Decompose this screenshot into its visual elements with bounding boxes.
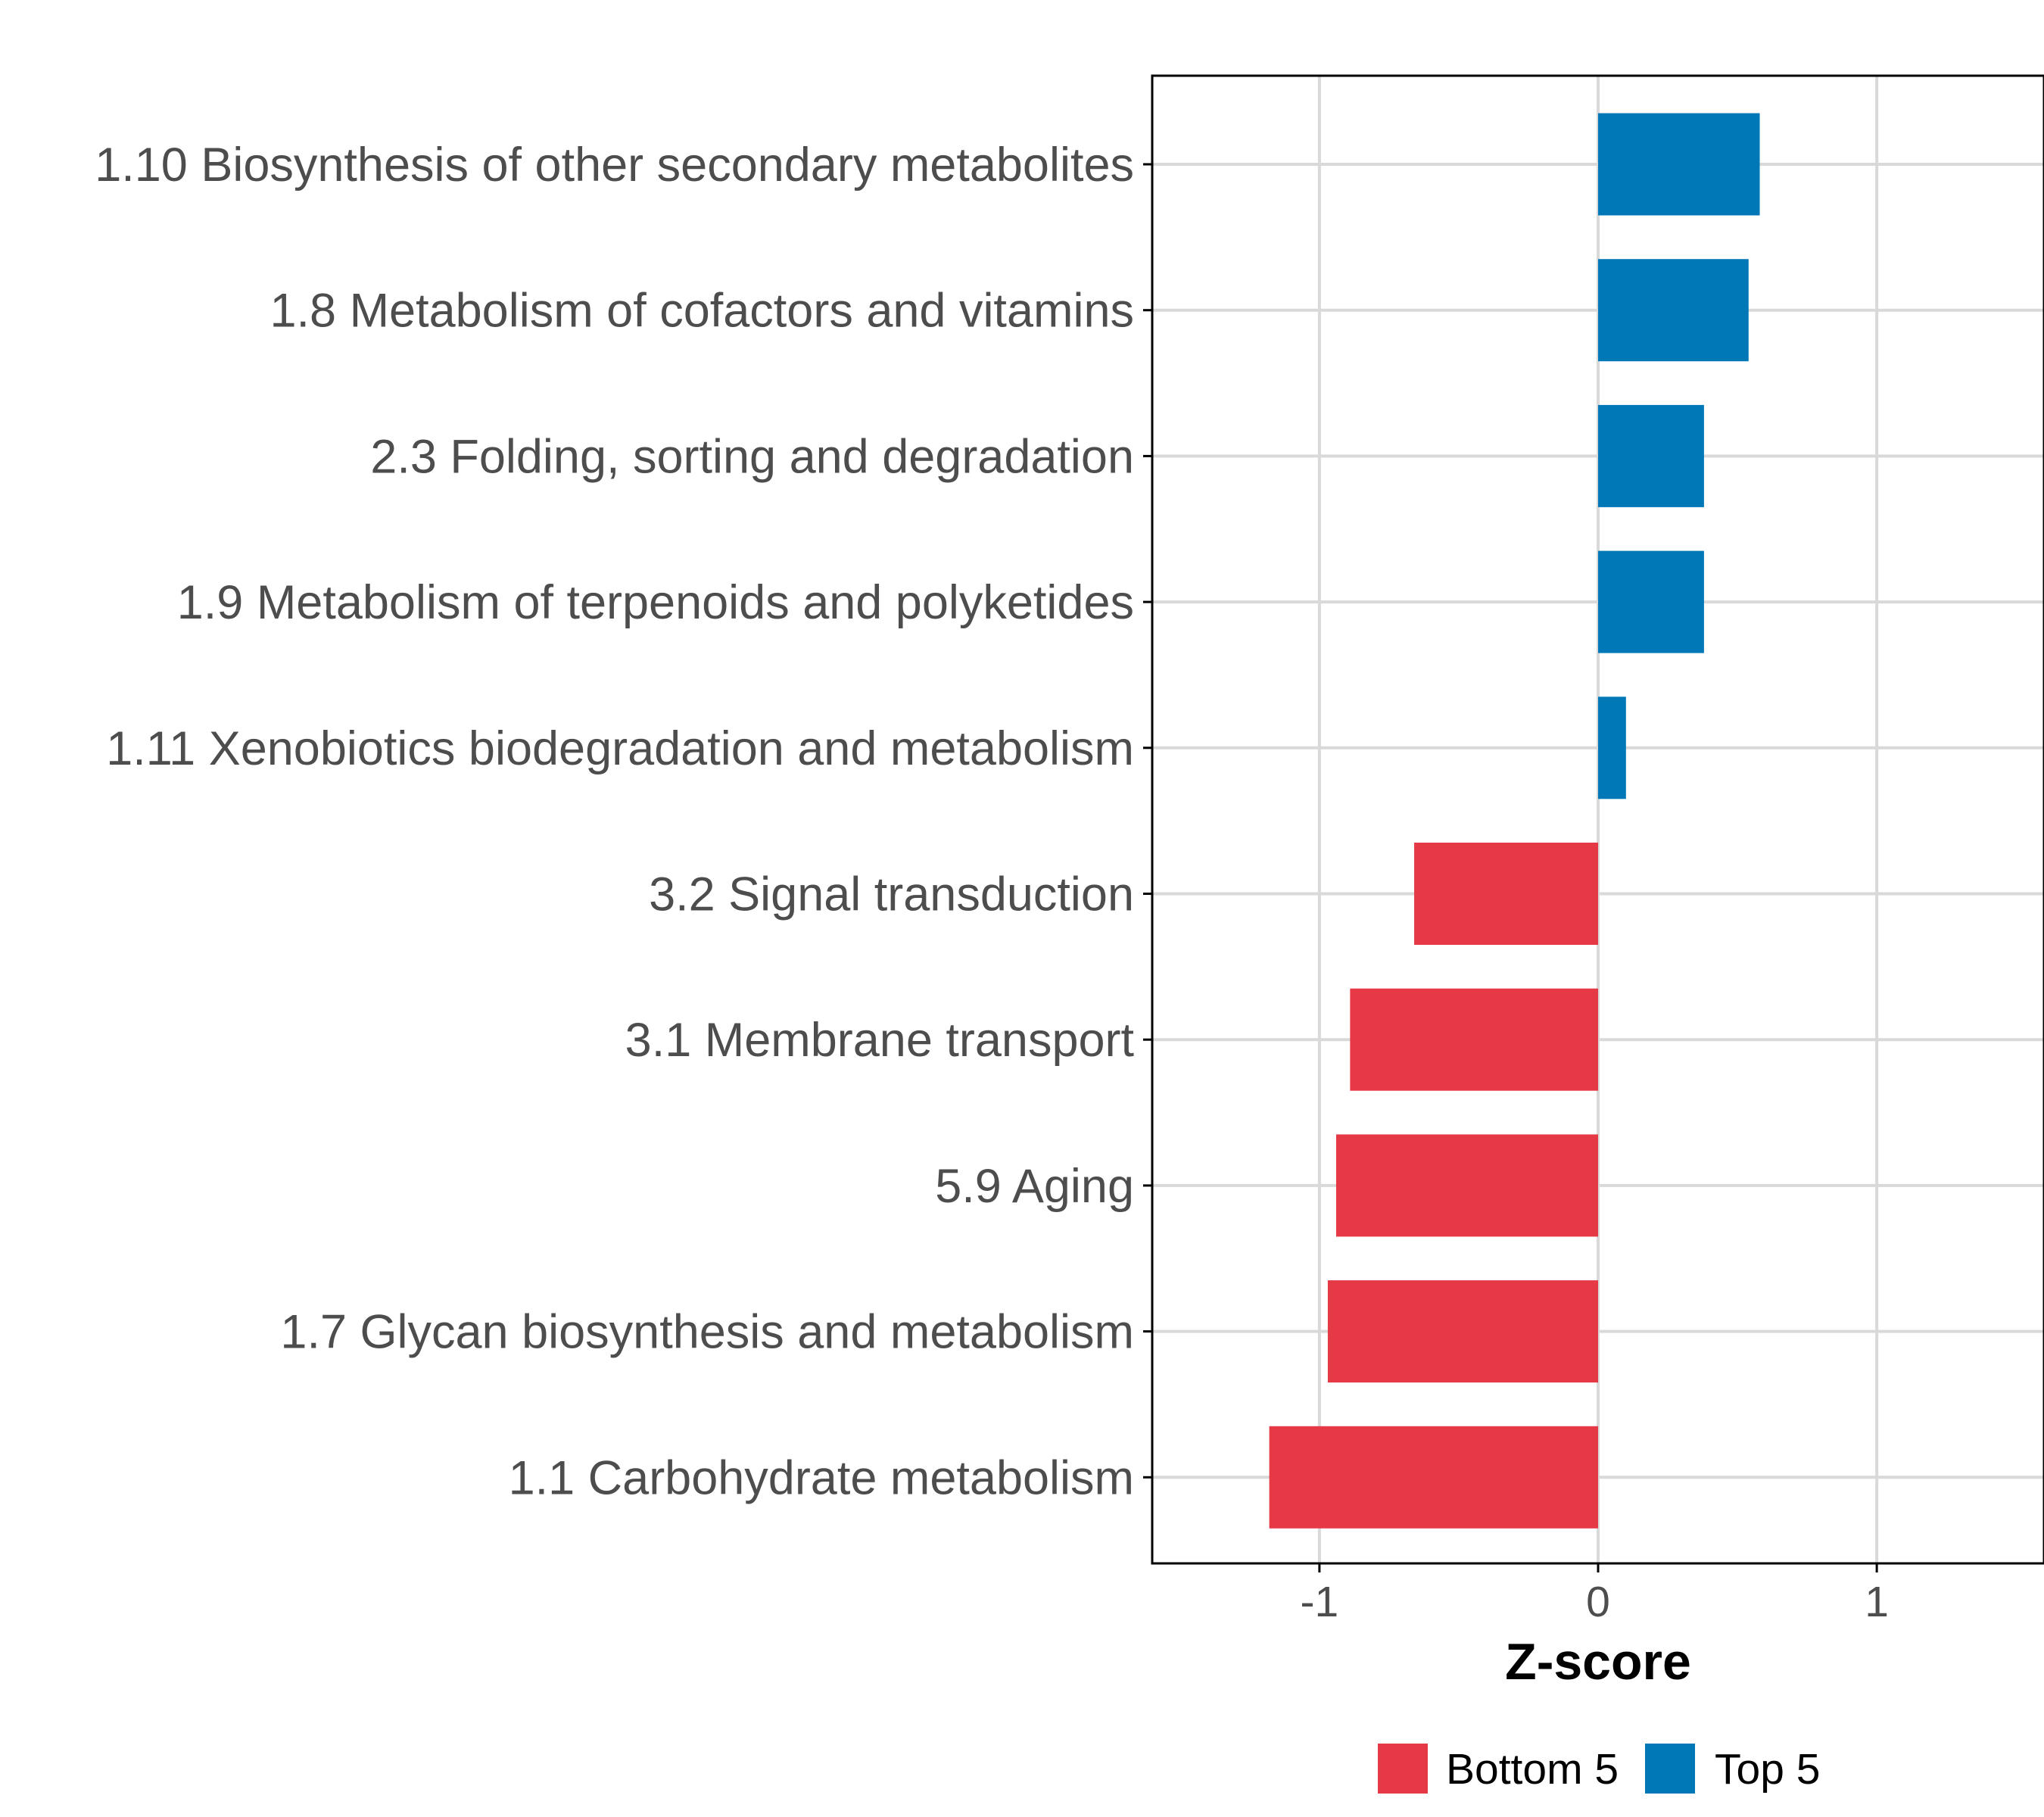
category-label-3: 1.9 Metabolism of terpenoids and polyket… — [177, 576, 1134, 629]
legend-key-top — [1645, 1744, 1695, 1794]
legend-key-bottom — [1378, 1744, 1428, 1794]
category-label-0: 1.10 Biosynthesis of other secondary met… — [95, 139, 1134, 192]
category-label-4: 1.11 Xenobiotics biodegradation and meta… — [106, 722, 1134, 775]
category-label-9: 1.1 Carbohydrate metabolism — [509, 1451, 1134, 1504]
y-axis-ticks — [1143, 163, 1152, 1479]
bar-1 — [1598, 259, 1749, 362]
bar-8 — [1327, 1280, 1598, 1383]
bar-7 — [1335, 1134, 1598, 1237]
x-axis-title: Z-score — [1505, 1633, 1691, 1691]
category-label-8: 1.7 Glycan biosynthesis and metabolism — [280, 1306, 1134, 1359]
y-axis-labels: 1.10 Biosynthesis of other secondary met… — [95, 139, 1134, 1504]
bar-5 — [1414, 843, 1598, 945]
x-tick-label-1: 0 — [1586, 1578, 1610, 1626]
bar-4 — [1598, 697, 1626, 799]
legend-label-top: Top 5 — [1715, 1745, 1820, 1794]
bar-0 — [1598, 113, 1760, 216]
category-label-6: 3.1 Membrane transport — [625, 1014, 1135, 1067]
category-label-2: 2.3 Folding, sorting and degradation — [370, 430, 1134, 483]
x-axis-ticks: -1 0 1 — [1301, 1563, 1889, 1626]
plot-panel-border — [1151, 74, 2044, 1565]
bar-6 — [1350, 988, 1598, 1091]
category-label-5: 3.2 Signal transduction — [649, 868, 1134, 921]
category-label-7: 5.9 Aging — [935, 1160, 1134, 1213]
bar-9 — [1269, 1426, 1598, 1529]
bar-2 — [1598, 404, 1704, 507]
legend-label-bottom: Bottom 5 — [1446, 1745, 1619, 1794]
x-tick-label-2: 1 — [1865, 1578, 1889, 1626]
x-tick-label-0: -1 — [1301, 1578, 1339, 1626]
bar-3 — [1598, 550, 1704, 653]
legend: Bottom 5 Top 5 — [1378, 1744, 1820, 1794]
category-label-1: 1.8 Metabolism of cofactors and vitamins — [270, 285, 1134, 338]
bars — [1269, 113, 1760, 1529]
